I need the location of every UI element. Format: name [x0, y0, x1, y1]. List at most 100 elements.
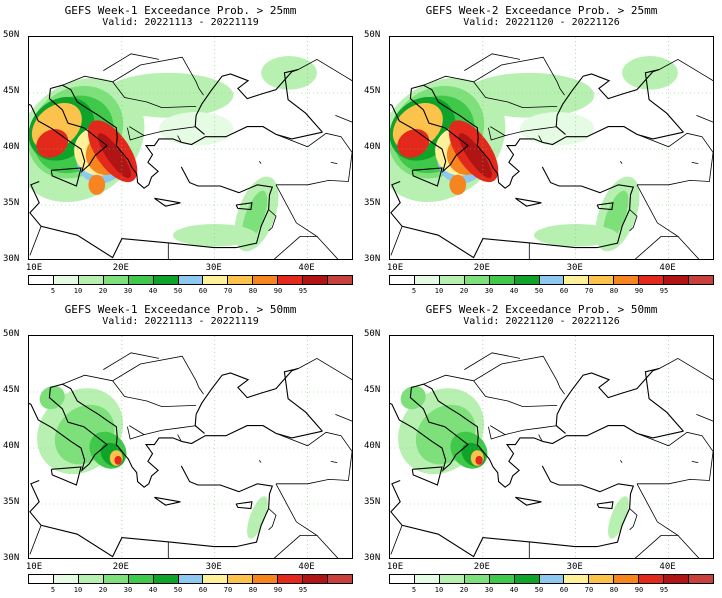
probability-contour — [608, 496, 629, 539]
colorbar-label: 50 — [534, 287, 544, 295]
country-border — [677, 535, 700, 558]
coastline — [29, 465, 274, 558]
colorbar-swatch — [414, 575, 440, 583]
colorbar-swatch — [514, 276, 540, 284]
country-border — [473, 81, 558, 109]
country-border — [275, 132, 352, 186]
colorbar-swatch — [328, 575, 352, 583]
country-border — [423, 56, 565, 96]
country-border — [335, 414, 352, 422]
colorbar — [28, 574, 353, 584]
coastline — [181, 425, 323, 445]
country-border — [464, 53, 521, 71]
colorbar-swatch — [514, 575, 540, 583]
country-border — [659, 58, 713, 82]
coastline — [50, 383, 182, 488]
colorbar-swatch — [78, 575, 104, 583]
colorbar-label: 95 — [298, 287, 308, 295]
lake-outline — [258, 460, 262, 463]
colorbar-swatch — [589, 575, 615, 583]
longitude-label: 30E — [205, 562, 222, 572]
colorbar-swatch — [539, 575, 565, 583]
lake-outline — [258, 161, 262, 164]
colorbar-label: 95 — [659, 586, 669, 594]
colorbar-swatch — [614, 276, 640, 284]
coastline — [181, 126, 323, 146]
country-border — [316, 236, 339, 259]
valid-period: Valid: 20221120 - 20221126 — [463, 316, 620, 327]
longitude-label: 30E — [205, 263, 222, 273]
colorbar-swatch — [203, 276, 229, 284]
latitude-label: 35N — [3, 198, 20, 208]
colorbar-swatch — [253, 575, 279, 583]
panel-title: GEFS Week-1 Exceedance Prob. > 50mm — [64, 303, 297, 316]
coastline — [515, 496, 542, 506]
colorbar-swatch — [178, 575, 204, 583]
colorbar-swatch — [564, 575, 590, 583]
map-area — [28, 335, 353, 559]
colorbar-label: 20 — [98, 586, 108, 594]
latitude-label: 50N — [364, 329, 381, 339]
colorbar-swatch — [278, 276, 304, 284]
longitude-label: 10E — [25, 562, 43, 572]
colorbar-swatch — [639, 276, 665, 284]
latitude-label: 45N — [364, 86, 381, 96]
colorbar-swatch — [103, 276, 129, 284]
colorbar-swatch — [228, 276, 254, 284]
colorbar-swatch — [328, 276, 352, 284]
colorbar-label: 20 — [98, 287, 108, 295]
coastline — [390, 387, 469, 473]
colorbar-swatch — [614, 575, 640, 583]
country-border — [275, 431, 352, 485]
colorbar-swatch — [29, 276, 54, 284]
colorbar-label: 20 — [459, 287, 469, 295]
country-border — [29, 226, 42, 256]
probability-contour — [475, 455, 483, 465]
valid-period: Valid: 20221113 - 20221119 — [102, 17, 259, 28]
lake-outline — [330, 162, 338, 164]
colorbar-label: 10 — [434, 586, 444, 594]
colorbar-label: 50 — [173, 586, 183, 594]
longitude-label: 40E — [659, 263, 676, 273]
colorbar-label: 40 — [509, 287, 519, 295]
longitude-label: 10E — [386, 263, 404, 273]
colorbar-swatch — [228, 575, 254, 583]
longitude-label: 20E — [473, 263, 490, 273]
map-panel: GEFS Week-1 Exceedance Prob. > 25mm Valid… — [0, 0, 361, 299]
colorbar-label: 5 — [411, 586, 417, 594]
country-border — [696, 115, 713, 123]
country-border — [636, 132, 713, 186]
colorbar-label: 40 — [509, 586, 519, 594]
colorbar-label: 60 — [559, 287, 569, 295]
country-border — [390, 226, 403, 256]
colorbar-label: 30 — [484, 586, 494, 594]
coastline — [542, 425, 684, 445]
probability-contour — [247, 496, 268, 539]
country-border — [636, 431, 713, 485]
longitude-label: 30E — [566, 263, 583, 273]
map-canvas — [390, 336, 713, 558]
colorbar-label: 50 — [534, 586, 544, 594]
coastline — [411, 167, 443, 187]
latitude-label: 30N — [364, 254, 381, 264]
map-canvas — [29, 336, 352, 558]
colorbar-label: 90 — [273, 586, 283, 594]
coastline — [29, 387, 108, 473]
colorbar — [28, 275, 353, 285]
longitude-label: 30E — [566, 562, 583, 572]
lake-outline — [330, 461, 338, 463]
colorbar-swatch — [53, 276, 79, 284]
country-border — [390, 525, 403, 555]
latitude-label: 45N — [3, 86, 20, 96]
coastline — [195, 68, 323, 133]
lake-outline — [691, 461, 699, 463]
country-border — [298, 357, 352, 381]
colorbar-swatch — [303, 575, 329, 583]
latitude-label: 50N — [3, 30, 20, 40]
country-border — [273, 483, 319, 558]
country-border — [127, 126, 146, 141]
latitude-label: 45N — [364, 385, 381, 395]
map-panel: GEFS Week-2 Exceedance Prob. > 50mm Valid… — [361, 299, 722, 598]
coastline — [154, 496, 181, 506]
longitude-label: 10E — [386, 562, 404, 572]
